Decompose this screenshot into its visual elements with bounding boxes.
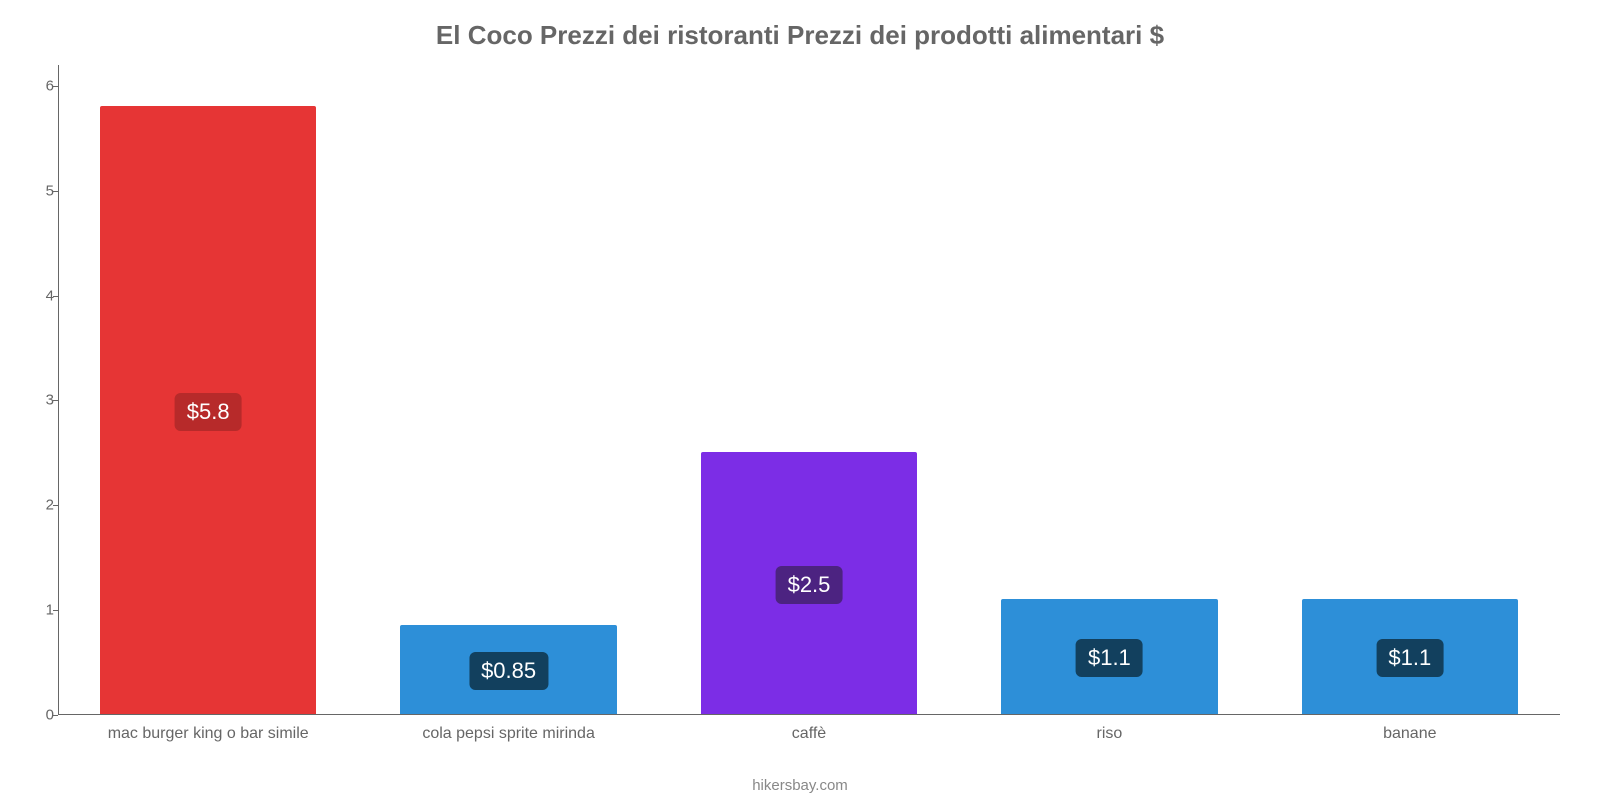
y-tick-label: 6 — [32, 77, 54, 94]
bar-value-label: $5.8 — [175, 393, 242, 431]
y-tick-label: 3 — [32, 392, 54, 409]
chart-title: El Coco Prezzi dei ristoranti Prezzi dei… — [30, 20, 1570, 51]
bar-value-label: $2.5 — [776, 566, 843, 604]
bar-value-label: $0.85 — [469, 652, 548, 690]
plot-area: $5.8$0.85$2.5$1.1$1.1 0123456mac burger … — [58, 65, 1560, 715]
y-tick-mark — [53, 400, 58, 401]
category-label: mac burger king o bar simile — [108, 725, 309, 743]
y-tick-label: 5 — [32, 182, 54, 199]
y-tick-mark — [53, 86, 58, 87]
y-tick-mark — [53, 715, 58, 716]
category-label: banane — [1383, 725, 1436, 743]
category-label: caffè — [792, 725, 826, 743]
bar-value-label: $1.1 — [1076, 639, 1143, 677]
y-tick-mark — [53, 505, 58, 506]
bars-container: $5.8 $0.85 $2.5 $1.1 $1.1 — [58, 65, 1560, 715]
category-label: cola pepsi sprite mirinda — [422, 725, 595, 743]
attribution-text: hikersbay.com — [752, 777, 848, 794]
y-tick-label: 4 — [32, 287, 54, 304]
y-tick-mark — [53, 610, 58, 611]
y-tick-mark — [53, 296, 58, 297]
y-tick-mark — [53, 191, 58, 192]
category-label: riso — [1097, 725, 1123, 743]
bar-value-label: $1.1 — [1376, 639, 1443, 677]
y-tick-label: 2 — [32, 497, 54, 514]
price-bar-chart: El Coco Prezzi dei ristoranti Prezzi dei… — [0, 0, 1600, 800]
y-tick-label: 0 — [32, 707, 54, 724]
y-tick-label: 1 — [32, 602, 54, 619]
